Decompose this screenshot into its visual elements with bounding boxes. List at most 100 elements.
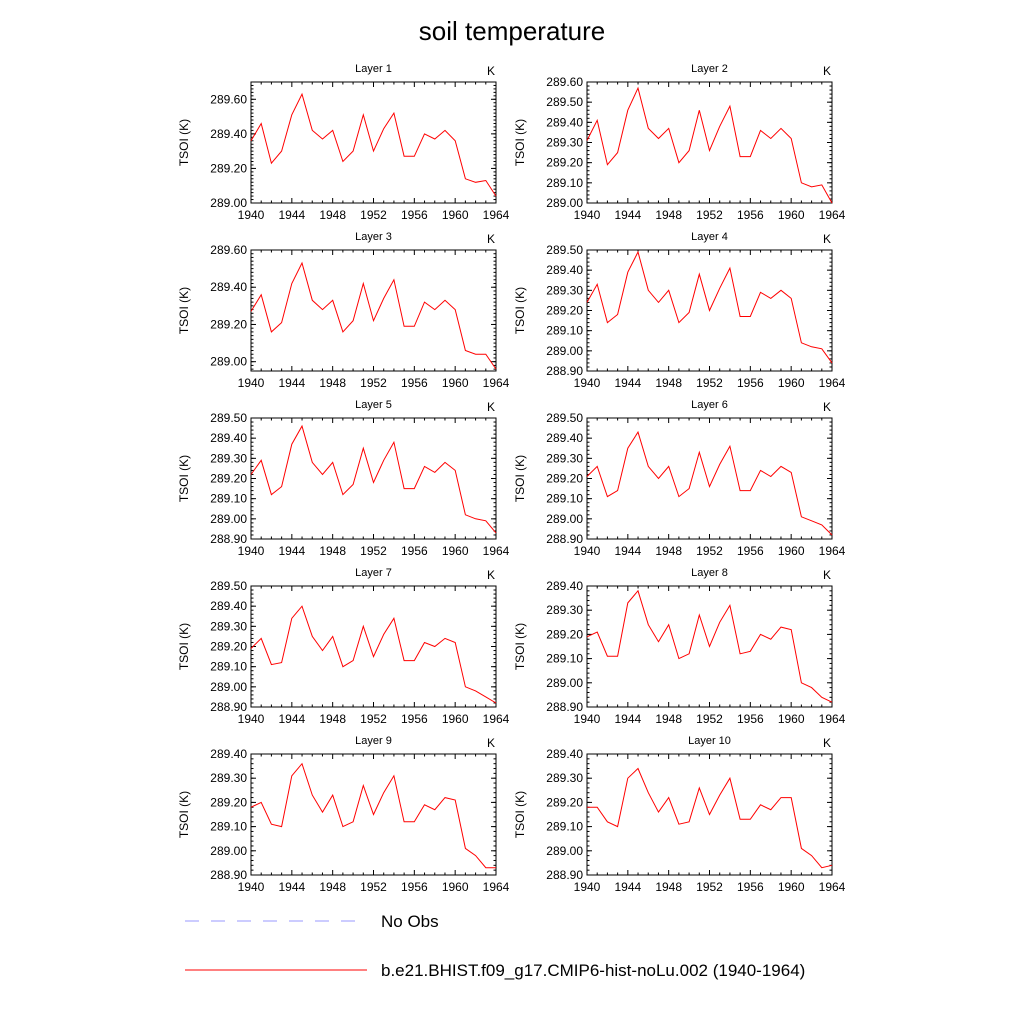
x-tick-label: 1964 [819, 208, 846, 222]
legend-label: b.e21.BHIST.f09_g17.CMIP6-hist-noLu.002 … [381, 961, 805, 980]
x-tick-label: 1960 [778, 544, 805, 558]
y-axis-label: TSOI (K) [513, 287, 527, 334]
y-tick-label: 288.90 [546, 868, 583, 882]
series-line [586, 589, 833, 703]
panel-title: Layer 7 [355, 567, 392, 579]
panel-title: Layer 1 [355, 63, 392, 75]
x-tick-label: 1956 [401, 712, 428, 726]
y-tick-label: 289.20 [546, 156, 583, 170]
x-tick-label: 1960 [778, 376, 805, 390]
y-tick-label: 289.20 [546, 795, 583, 809]
panel-title: Layer 2 [691, 63, 728, 75]
panels: 1940 1944 1948 1952 1956 1960 1964 289.00 289.20… [177, 63, 846, 894]
y-tick-label: 289.00 [546, 844, 583, 858]
series-line [586, 86, 833, 204]
x-tick-label: 1952 [360, 880, 387, 894]
x-tick-label: 1964 [483, 544, 510, 558]
panel-layer-7: 1940 1944 1948 1952 1956 1960 1964 288.90 289.00… [177, 567, 510, 726]
y-tick-label: 289.40 [210, 747, 247, 761]
x-tick-label: 1960 [778, 880, 805, 894]
y-tick-label: 289.30 [546, 451, 583, 465]
x-tick-label: 1964 [483, 376, 510, 390]
x-tick-label: 1952 [696, 208, 723, 222]
y-axis-label: TSOI (K) [513, 119, 527, 166]
series-line [250, 762, 496, 869]
x-tick-label: 1956 [737, 544, 764, 558]
y-tick-label: 289.00 [210, 680, 247, 694]
y-tick-label: 289.20 [546, 304, 583, 318]
units-label: K [487, 568, 495, 582]
panel-title: Layer 6 [691, 399, 728, 411]
x-tick-label: 1944 [278, 208, 305, 222]
y-tick-label: 289.40 [210, 280, 247, 294]
y-axis-label: TSOI (K) [513, 791, 527, 838]
y-tick-label: 288.90 [210, 532, 247, 546]
panel-layer-4: 1940 1944 1948 1952 1956 1960 1964 288.90 289.00… [513, 231, 846, 390]
x-tick-label: 1944 [278, 712, 305, 726]
x-tick-label: 1960 [778, 208, 805, 222]
y-tick-label: 289.40 [546, 263, 583, 277]
y-tick-label: 289.00 [546, 512, 583, 526]
panel-layer-1: 1940 1944 1948 1952 1956 1960 1964 289.00 289.20… [177, 63, 510, 222]
x-tick-label: 1944 [614, 544, 641, 558]
y-tick-label: 288.90 [210, 700, 247, 714]
plot-frame [586, 81, 833, 204]
x-tick-label: 1964 [819, 880, 846, 894]
x-tick-label: 1964 [819, 376, 846, 390]
y-tick-label: 289.00 [210, 844, 247, 858]
x-tick-label: 1940 [238, 544, 265, 558]
x-tick-label: 1944 [278, 376, 305, 390]
y-tick-label: 289.20 [546, 472, 583, 486]
panel-title: Layer 8 [691, 567, 728, 579]
x-tick-label: 1956 [737, 208, 764, 222]
y-tick-label: 289.30 [210, 451, 247, 465]
y-tick-label: 289.50 [546, 95, 583, 109]
units-label: K [823, 232, 831, 246]
y-tick-label: 289.60 [546, 75, 583, 89]
y-axis-label: TSOI (K) [177, 287, 191, 334]
y-tick-label: 289.10 [546, 652, 583, 666]
series-line [586, 250, 833, 364]
legend-entry: No Obs [185, 912, 439, 931]
x-tick-label: 1940 [238, 376, 265, 390]
y-tick-label: 289.60 [210, 243, 247, 257]
main-title: soil temperature [419, 16, 605, 46]
legend-entry: b.e21.BHIST.f09_g17.CMIP6-hist-noLu.002 … [185, 961, 805, 980]
y-tick-label: 289.00 [210, 355, 247, 369]
x-tick-label: 1964 [483, 880, 510, 894]
x-tick-label: 1960 [442, 544, 469, 558]
y-tick-label: 289.40 [546, 431, 583, 445]
x-tick-label: 1952 [696, 376, 723, 390]
units-label: K [823, 400, 831, 414]
y-tick-label: 289.00 [546, 344, 583, 358]
y-tick-label: 289.00 [546, 196, 583, 210]
y-tick-label: 289.00 [210, 196, 247, 210]
y-tick-label: 289.10 [546, 492, 583, 506]
y-tick-label: 289.50 [210, 411, 247, 425]
legend: No Obs b.e21.BHIST.f09_g17.CMIP6-hist-noL… [185, 912, 805, 980]
x-tick-label: 1944 [614, 712, 641, 726]
panel-title: Layer 5 [355, 399, 392, 411]
x-tick-label: 1940 [574, 376, 601, 390]
x-tick-label: 1960 [442, 208, 469, 222]
units-label: K [823, 568, 831, 582]
y-tick-label: 289.40 [546, 115, 583, 129]
units-label: K [487, 64, 495, 78]
y-tick-label: 289.20 [210, 161, 247, 175]
x-tick-label: 1952 [360, 712, 387, 726]
x-tick-label: 1964 [483, 208, 510, 222]
y-axis-label: TSOI (K) [177, 791, 191, 838]
series-line [250, 605, 497, 704]
series-line [250, 261, 497, 370]
y-tick-label: 289.60 [210, 92, 247, 106]
y-tick-label: 289.10 [210, 820, 247, 834]
x-tick-label: 1948 [319, 376, 346, 390]
y-axis-label: TSOI (K) [177, 623, 191, 670]
units-label: K [487, 736, 495, 750]
y-tick-label: 289.40 [210, 431, 247, 445]
units-label: K [823, 736, 831, 750]
y-tick-label: 289.10 [546, 820, 583, 834]
x-tick-label: 1948 [655, 376, 682, 390]
x-tick-label: 1964 [483, 712, 510, 726]
